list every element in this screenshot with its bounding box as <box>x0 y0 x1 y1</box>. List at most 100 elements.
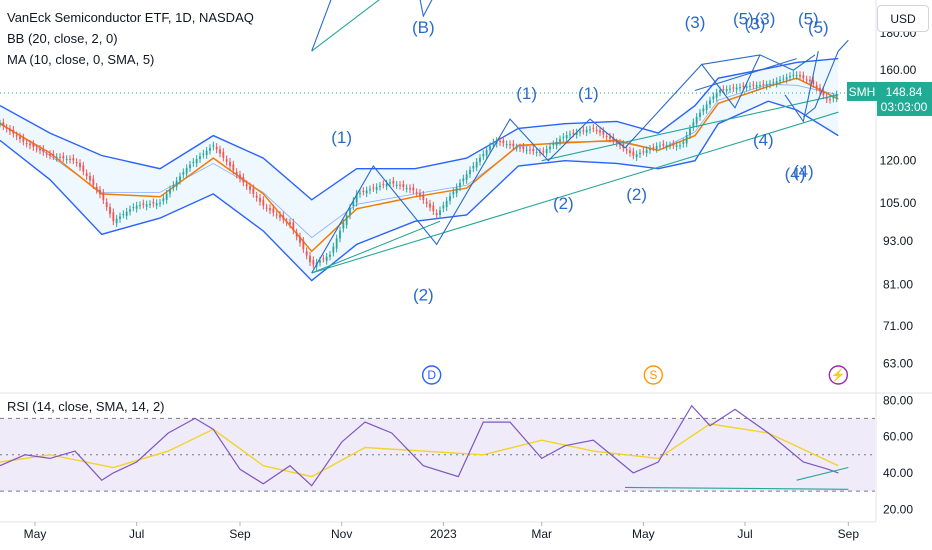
price-axis-label: 160.00 <box>880 63 917 77</box>
bollinger-legend[interactable]: BB (20, close, 2, 0) <box>7 31 118 46</box>
currency-button[interactable]: USD <box>877 5 929 32</box>
candle-body <box>835 94 838 99</box>
candle-body <box>739 87 741 89</box>
symbol-tag-bg <box>847 81 877 101</box>
candle-body <box>339 230 341 239</box>
candle-body <box>255 195 258 198</box>
impulse-wave-1 <box>311 54 761 274</box>
bollinger-upper-line <box>0 57 839 201</box>
candle-body <box>285 221 288 223</box>
candle-body <box>705 104 708 110</box>
candle-body <box>652 147 655 149</box>
rsi-support-line <box>624 486 849 490</box>
candle-body <box>752 84 755 86</box>
candle-body <box>729 88 731 90</box>
rsi-legend[interactable]: RSI (14, close, SMA, 14, 2) <box>7 399 165 414</box>
candle-body <box>345 215 348 225</box>
candle-body <box>762 83 765 85</box>
candle-body <box>782 78 785 80</box>
candle-body <box>695 116 698 124</box>
candle-body <box>49 153 51 156</box>
candle-body <box>712 96 715 100</box>
candle-body <box>349 208 351 216</box>
candle-body <box>559 139 561 142</box>
candle-body <box>52 153 55 157</box>
candle-body <box>142 203 145 205</box>
candle-body <box>99 189 101 195</box>
candle-body <box>482 153 485 157</box>
candle-body <box>672 143 675 146</box>
candle-body <box>39 148 41 151</box>
candle-body <box>692 122 695 128</box>
candle-body <box>139 205 141 207</box>
candle-body <box>155 203 158 206</box>
candle-body <box>572 132 575 134</box>
candle-body <box>755 85 758 87</box>
candle-body <box>182 172 185 175</box>
candle-body <box>279 214 281 218</box>
candle-body <box>312 260 315 265</box>
candle-body <box>132 206 135 208</box>
time-axis-label: May <box>632 527 655 541</box>
candle-body <box>405 188 408 190</box>
event-badge[interactable] <box>421 365 442 385</box>
candle-body <box>505 144 508 146</box>
wave-label: (3) <box>685 13 706 32</box>
candle-body <box>15 135 18 137</box>
candle-body <box>129 209 131 212</box>
candle-body <box>599 130 601 133</box>
rsi-line <box>0 404 839 487</box>
symbol-legend[interactable]: VanEck Semiconductor ETF, 1D, NASDAQ <box>7 10 254 25</box>
candle-body <box>72 158 75 161</box>
candle-body <box>262 199 265 206</box>
candle-body <box>212 145 215 147</box>
impulse-wave-3 <box>784 50 819 123</box>
bollinger-fill <box>0 58 839 281</box>
candle-body <box>195 159 198 164</box>
candle-body <box>319 260 321 263</box>
candle-body <box>642 151 645 153</box>
candle-body <box>299 236 301 243</box>
candle-body <box>669 145 671 147</box>
candle-body <box>702 108 705 112</box>
candle-body <box>225 159 228 162</box>
candle-body <box>409 188 411 190</box>
candle-body <box>675 145 678 147</box>
elliott-drawings <box>311 0 849 274</box>
rsi-axis-label: 80.00 <box>883 393 913 407</box>
candle-body <box>649 148 651 151</box>
candle-body <box>9 128 11 132</box>
symbol-tag-text: SMH <box>849 85 876 99</box>
moving-average-legend[interactable]: MA (10, close, 0, SMA, 5) <box>7 52 155 67</box>
candle-body <box>589 129 591 131</box>
wave-label: (3) <box>745 15 766 34</box>
event-badge[interactable] <box>828 365 849 385</box>
candle-body <box>329 254 331 257</box>
candle-body <box>209 148 211 151</box>
candle-body <box>585 130 588 133</box>
candle-body <box>82 165 85 172</box>
price-axis-label: 93.00 <box>883 234 913 248</box>
candle-body <box>79 162 81 168</box>
support-trendline-2 <box>311 220 441 274</box>
candle-body <box>592 127 595 129</box>
candle-body <box>85 173 88 177</box>
candle-body <box>665 145 668 147</box>
event-badge[interactable] <box>643 365 664 385</box>
candle-body <box>145 204 148 207</box>
candle-body <box>365 190 368 194</box>
price-axis-label: 81.00 <box>883 277 913 291</box>
time-axis-label: May <box>24 527 47 541</box>
candle-body <box>392 180 395 184</box>
candle-body <box>615 142 618 144</box>
candle-body <box>292 222 295 231</box>
candle-body <box>689 128 691 136</box>
candle-body <box>59 156 61 158</box>
channel-line <box>694 58 797 92</box>
candle-body <box>75 161 78 163</box>
candle-body <box>0 123 1 125</box>
candle-body <box>545 149 548 154</box>
candle-body <box>29 143 31 146</box>
candle-body <box>219 149 221 154</box>
